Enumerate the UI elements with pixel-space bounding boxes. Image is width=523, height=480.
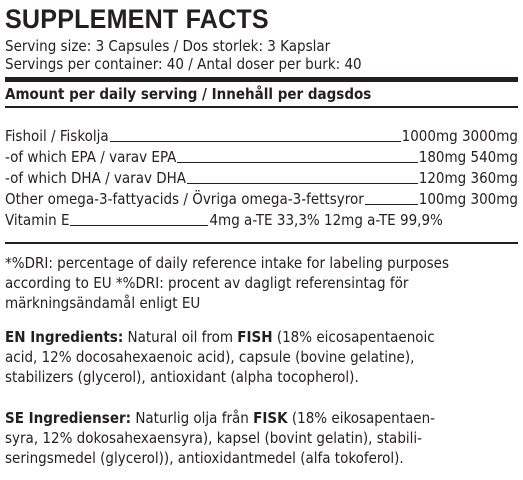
dri-note-line: *%DRI: percentage of daily reference int… xyxy=(5,254,450,272)
en-ingredients-heading: EN Ingredients: xyxy=(5,328,124,346)
fisk-allergen: FISK xyxy=(253,409,288,427)
dri-note-line: according to EU *%DRI: procent av daglig… xyxy=(5,274,409,292)
en-ingredients-line: stabilizers (glycerol), antioxidant (alp… xyxy=(5,368,359,386)
se-ingredients-line: seringsmedel (glycerol)), antioxidantmed… xyxy=(5,449,404,467)
leader-line xyxy=(177,162,418,163)
dri-note: *%DRI: percentage of daily reference int… xyxy=(5,253,518,313)
nutrient-value: 100mg 300mg xyxy=(418,190,518,208)
nutrient-row-epa: -of which EPA / varav EPA 180mg 540mg xyxy=(5,148,518,166)
nutrient-row-other-omega3: Other omega-3-fattyacids / Övriga omega-… xyxy=(5,190,518,208)
se-ingredients-line: SE Ingredienser: Naturlig olja från FISK… xyxy=(5,408,518,428)
nutrient-label: Vitamin E xyxy=(5,211,70,229)
se-ingredients-heading: SE Ingredienser: xyxy=(5,409,132,427)
dri-note-line: märkningsändamål enligt EU xyxy=(5,294,201,312)
en-ingredients-line: acid, 12% docosahexaenoic acid), capsule… xyxy=(5,348,415,366)
leader-line xyxy=(187,183,418,184)
se-text: Naturlig olja från xyxy=(131,409,254,427)
en-text: (18% eicosapentaenoic xyxy=(272,328,435,346)
supplement-facts-title: SUPPLEMENT FACTS xyxy=(5,4,269,34)
nutrient-label: Fishoil / Fiskolja xyxy=(5,127,109,145)
nutrient-value: 120mg 360mg xyxy=(418,169,518,187)
leader-line xyxy=(109,141,401,142)
nutrient-row-dha: -of which DHA / varav DHA 120mg 360mg xyxy=(5,169,518,187)
en-ingredients: EN Ingredients: Natural oil from FISH (1… xyxy=(5,327,518,387)
divider xyxy=(5,242,518,244)
en-ingredients-line: EN Ingredients: Natural oil from FISH (1… xyxy=(5,327,518,347)
nutrient-value: 4mg a-TE 33,3% 12mg a-TE 99,9% xyxy=(209,211,443,229)
nutrient-value: 180mg 540mg xyxy=(418,148,518,166)
nutrient-label: Other omega-3-fattyacids / Övriga omega-… xyxy=(5,190,364,208)
thick-divider xyxy=(5,77,518,82)
se-text: (18% eikosapentaen- xyxy=(287,409,435,427)
leader-line xyxy=(70,225,209,226)
se-ingredients-line: syra, 12% dokosahexaensyra), kapsel (bov… xyxy=(5,429,423,447)
se-ingredients: SE Ingredienser: Naturlig olja från FISK… xyxy=(5,408,518,468)
nutrient-label: -of which EPA / varav EPA xyxy=(5,148,177,166)
fish-allergen: FISH xyxy=(237,328,273,346)
nutrient-row-fishoil: Fishoil / Fiskolja 1000mg 3000mg xyxy=(5,127,518,145)
amount-header: Amount per daily serving / Innehåll per … xyxy=(5,85,372,103)
servings-per-container: Servings per container: 40 / Antal doser… xyxy=(5,55,362,73)
thin-divider xyxy=(5,106,518,108)
nutrient-row-vitamin-e: Vitamin E 4mg a-TE 33,3% 12mg a-TE 99,9% xyxy=(5,211,518,229)
nutrient-value: 1000mg 3000mg xyxy=(401,127,518,145)
serving-size: Serving size: 3 Capsules / Dos storlek: … xyxy=(5,37,331,55)
nutrient-label: -of which DHA / varav DHA xyxy=(5,169,187,187)
en-text: Natural oil from xyxy=(123,328,238,346)
leader-line xyxy=(364,204,418,205)
